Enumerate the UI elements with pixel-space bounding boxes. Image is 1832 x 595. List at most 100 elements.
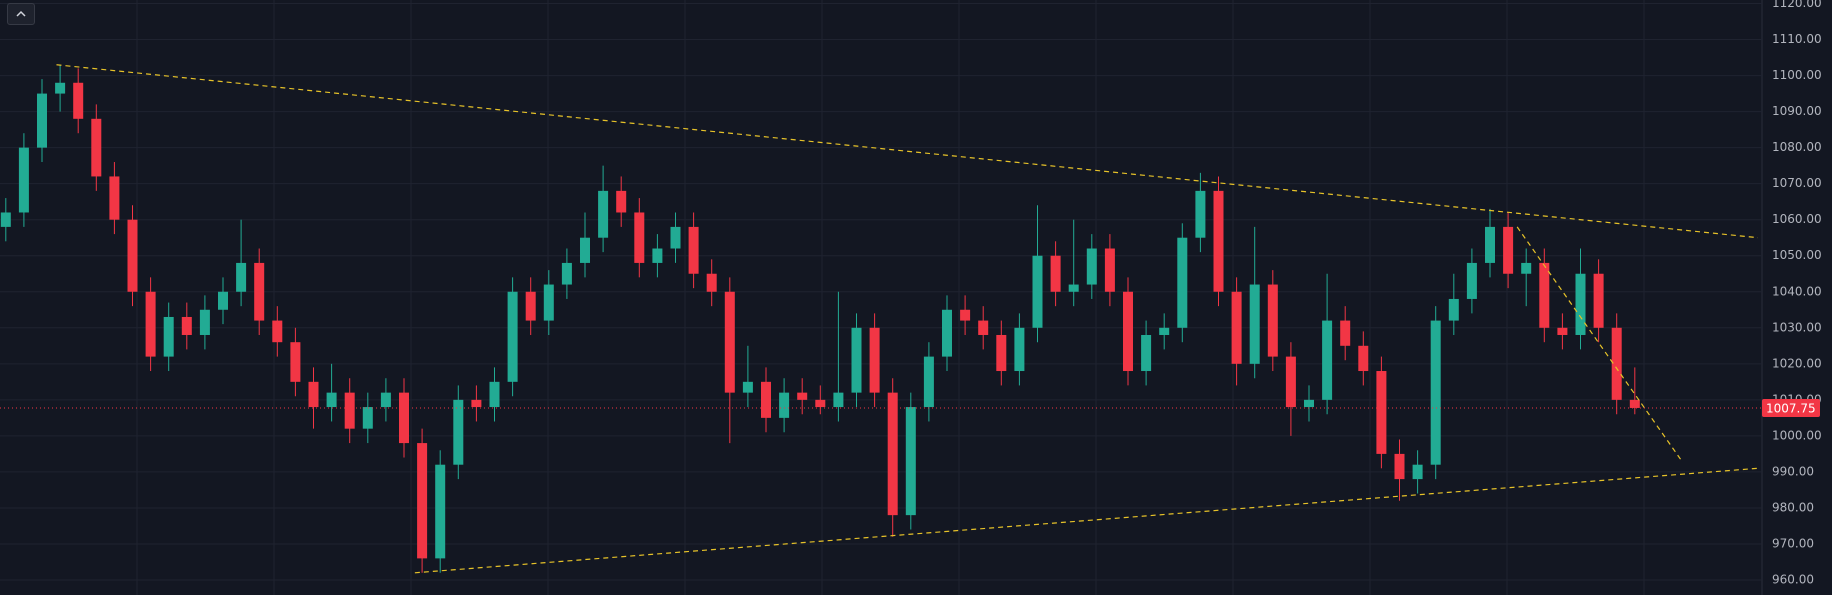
candle-body [1213, 190, 1224, 292]
candle-body [815, 399, 826, 408]
y-tick-label: 1020.00 [1772, 356, 1822, 370]
candle-body [199, 309, 210, 335]
candle-body [978, 320, 989, 335]
candle-body [525, 291, 536, 321]
candle-body [1521, 262, 1532, 274]
candle-body [742, 381, 753, 393]
candle-body [1629, 399, 1640, 408]
trendline [56, 64, 1758, 239]
candle-body [435, 464, 446, 559]
candle-body [996, 334, 1007, 372]
candle-body [670, 226, 681, 249]
candle-body [127, 219, 138, 292]
candle-body [1249, 284, 1260, 364]
candle-body [326, 392, 337, 408]
candle-body [417, 443, 428, 559]
candle-body [145, 291, 156, 357]
candle-body [362, 407, 373, 429]
candle-body [833, 392, 844, 408]
candle-body [1195, 190, 1206, 238]
candle-body [290, 342, 301, 382]
candle-body [1575, 273, 1586, 335]
candle-body [1611, 327, 1622, 400]
y-tick-label: 1070.00 [1772, 176, 1822, 190]
candle-body [779, 392, 790, 418]
candle-body [1593, 273, 1604, 328]
candle-body [1539, 262, 1550, 328]
chevron-icon [16, 10, 26, 17]
y-tick-label: 1000.00 [1772, 428, 1822, 442]
candle-body [1394, 453, 1405, 480]
y-tick-label: 1110.00 [1772, 32, 1822, 46]
y-tick-label: 990.00 [1772, 464, 1814, 478]
last-price-badge [1762, 398, 1820, 417]
candle-body [960, 309, 971, 321]
candle-body [561, 262, 572, 285]
candle-body [507, 291, 518, 382]
candle-body [1032, 255, 1043, 328]
candle-body [308, 381, 319, 408]
y-tick-label: 980.00 [1772, 500, 1814, 514]
candle-body [543, 284, 554, 321]
collapse-button[interactable] [7, 3, 35, 25]
candle-body [181, 316, 192, 335]
candle-body [1050, 255, 1061, 292]
y-tick-label: 1100.00 [1772, 68, 1822, 82]
candle-body [380, 392, 391, 408]
candle-body [1322, 320, 1333, 400]
candle-body [1141, 334, 1152, 372]
candle-body [580, 237, 590, 263]
candle-body [55, 82, 66, 94]
candle-body [37, 93, 47, 148]
candle-body [1557, 327, 1568, 335]
candle-body [942, 309, 952, 357]
candle-body [688, 226, 699, 274]
candle-body [254, 262, 265, 321]
candle-body [634, 212, 645, 263]
candle-body [1358, 345, 1369, 372]
candle-body [18, 147, 29, 213]
candle-body [1231, 291, 1242, 364]
candle-body [236, 262, 247, 292]
candle-body [1430, 320, 1441, 465]
candle-body [1304, 399, 1314, 408]
candle-body [1466, 262, 1477, 299]
candle-body [1086, 248, 1097, 285]
y-tick-label: 1040.00 [1772, 284, 1822, 298]
candle-body [1104, 248, 1115, 292]
candle-body [869, 327, 880, 393]
y-tick-label: 1050.00 [1772, 248, 1822, 262]
candle-body [1485, 226, 1495, 263]
candle-body [652, 248, 663, 263]
candle-body [399, 392, 409, 444]
candle-body [851, 327, 862, 393]
candle-body [1177, 237, 1188, 328]
last-price-label: 1007.75 [1766, 401, 1816, 415]
candle-body [1376, 371, 1387, 454]
y-tick-label: 970.00 [1772, 536, 1814, 550]
y-tick-label: 1060.00 [1772, 212, 1822, 226]
candle-body [1285, 356, 1296, 408]
candle-body [1123, 291, 1133, 372]
candle-body [761, 381, 771, 418]
candle-body [163, 316, 174, 357]
candle-body [1412, 464, 1423, 480]
y-tick-label: 1080.00 [1772, 140, 1822, 154]
candle-body [923, 356, 934, 408]
candle-body [887, 392, 898, 516]
candle-body [616, 190, 627, 213]
candle-body [344, 392, 355, 429]
candle-body [1448, 298, 1459, 321]
candle-body [453, 399, 464, 465]
candle-body [489, 381, 500, 408]
candle-body [1014, 327, 1025, 372]
candle-body [905, 407, 916, 516]
y-tick-label: 1090.00 [1772, 104, 1822, 118]
y-tick-label: 1030.00 [1772, 320, 1822, 334]
candle-body [218, 291, 228, 310]
candle-body [272, 320, 283, 343]
candle-body [797, 392, 808, 400]
candle-body [598, 190, 609, 238]
